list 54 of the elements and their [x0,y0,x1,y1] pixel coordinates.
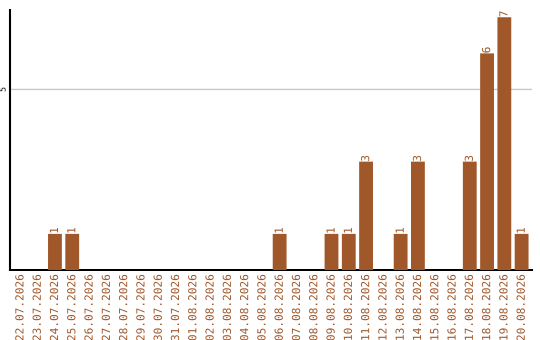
x-tick-label: 29.07.2026 [136,274,145,340]
x-tick-label: 10.08.2026 [344,274,352,340]
x-tick-label: 05.08.2026 [257,274,266,340]
x-tick-label: 28.07.2026 [118,274,128,340]
x-tick-label: 14.08.2026 [412,274,422,340]
x-tick-label: 06.08.2026 [274,274,283,340]
data-label: 3 [464,156,474,161]
x-tick-label: 04.08.2026 [240,274,248,340]
x-tick-label: 12.08.2026 [378,274,387,340]
x-tick-label: 09.08.2026 [326,274,335,340]
data-label: 1 [516,228,525,233]
bar [324,234,338,270]
x-tick-label: 22.07.2026 [15,274,24,340]
data-label: 1 [326,228,335,233]
x-tick-label: 13.08.2026 [395,274,404,340]
bar [359,162,373,270]
x-tick-label: 02.08.2026 [205,274,214,340]
data-label: 7 [499,11,508,16]
x-tick-label: 03.08.2026 [222,274,232,340]
x-tick-label: 11.08.2026 [360,274,370,340]
bar [342,234,356,270]
bar [480,53,494,270]
data-label: 1 [67,228,76,233]
x-tick-label: 25.07.2026 [67,274,76,340]
bar [497,17,512,270]
x-tick-label: 15.08.2026 [430,274,438,340]
x-tick-label: 23.07.2026 [32,274,41,340]
data-label: 1 [396,228,404,233]
bar [65,234,80,270]
x-tick-label: 16.08.2026 [447,274,456,340]
x-tick-label: 18.08.2026 [482,274,490,340]
x-tick-label: 08.08.2026 [309,274,318,340]
x-tick-label: 20.08.2026 [516,274,525,340]
bar [48,234,62,270]
bar [462,162,477,270]
data-label: 1 [344,228,352,233]
x-tick-label: 30.07.2026 [154,274,162,340]
bar [272,234,287,270]
bar [514,234,529,270]
data-label: 1 [50,228,58,233]
data-label: 6 [482,47,490,53]
x-tick-label: 07.08.2026 [292,274,300,340]
data-label: 3 [360,156,370,161]
data-label: 1 [274,228,283,233]
x-tick-label: 01.08.2026 [188,274,196,340]
data-label: 3 [412,156,422,161]
bar [411,162,425,270]
x-tick-label: 19.08.2026 [499,274,508,340]
x-tick-label: 24.07.2026 [50,274,58,340]
x-tick-label: 31.07.2026 [170,274,180,340]
x-tick-label: 26.07.2026 [84,274,93,340]
x-tick-label: 27.07.2026 [102,274,110,340]
x-tick-label: 17.08.2026 [464,274,474,340]
bar [394,234,408,270]
